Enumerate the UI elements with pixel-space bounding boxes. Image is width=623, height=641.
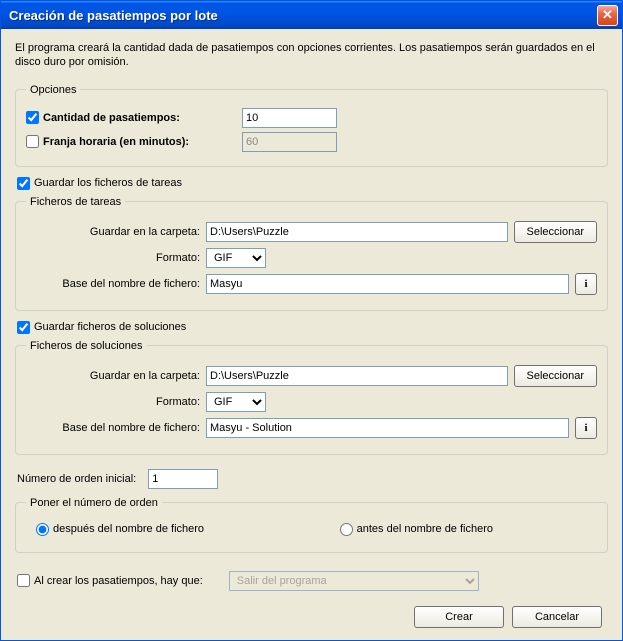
soluciones-carpeta-input[interactable] xyxy=(206,366,508,386)
tareas-carpeta-label: Guardar en la carpeta: xyxy=(26,226,206,238)
tareas-group: Ficheros de tareas Guardar en la carpeta… xyxy=(15,196,608,311)
soluciones-formato-select[interactable]: GIF xyxy=(206,392,266,412)
opciones-group: Opciones Cantidad de pasatiempos: Franja… xyxy=(15,84,608,167)
tareas-formato-label: Formato: xyxy=(26,252,206,264)
orden-inicial-input[interactable] xyxy=(148,469,218,489)
window-title: Creación de pasatiempos por lote xyxy=(9,8,597,23)
cantidad-input[interactable] xyxy=(242,108,337,128)
orden-antes-label: antes del nombre de fichero xyxy=(357,523,493,535)
titlebar: Creación de pasatiempos por lote ✕ xyxy=(1,1,622,29)
guardar-soluciones-label: Guardar ficheros de soluciones xyxy=(34,321,186,333)
close-button[interactable]: ✕ xyxy=(597,5,618,26)
soluciones-base-label: Base del nombre de fichero: xyxy=(26,422,206,434)
opciones-legend: Opciones xyxy=(26,84,80,96)
soluciones-base-input[interactable] xyxy=(206,418,569,438)
dialog-content: El programa creará la cantidad dada de p… xyxy=(1,29,622,640)
orden-legend: Poner el número de orden xyxy=(26,497,162,509)
crear-accion-label: Al crear los pasatiempos, hay que: xyxy=(34,575,203,587)
franja-input xyxy=(242,132,337,152)
soluciones-legend: Ficheros de soluciones xyxy=(26,340,147,352)
tareas-legend: Ficheros de tareas xyxy=(26,196,125,208)
tareas-base-input[interactable] xyxy=(206,274,569,294)
franja-label: Franja horaria (en minutos): xyxy=(43,136,189,148)
tareas-carpeta-input[interactable] xyxy=(206,222,508,242)
orden-despues-label: después del nombre de fichero xyxy=(53,523,204,535)
guardar-tareas-checkbox[interactable] xyxy=(17,177,30,190)
orden-inicial-label: Número de orden inicial: xyxy=(17,473,136,485)
intro-text: El programa creará la cantidad dada de p… xyxy=(15,41,608,70)
crear-accion-select: Salir del programa xyxy=(229,571,479,591)
orden-antes-radio[interactable] xyxy=(340,523,353,536)
cancelar-button[interactable]: Cancelar xyxy=(512,606,602,628)
franja-checkbox[interactable] xyxy=(26,135,39,148)
guardar-tareas-label: Guardar los ficheros de tareas xyxy=(34,177,182,189)
orden-despues-radio[interactable] xyxy=(36,523,49,536)
dialog-buttons: Crear Cancelar xyxy=(15,598,608,630)
soluciones-formato-label: Formato: xyxy=(26,396,206,408)
guardar-soluciones-checkbox[interactable] xyxy=(17,321,30,334)
soluciones-group: Ficheros de soluciones Guardar en la car… xyxy=(15,340,608,455)
dialog-window: Creación de pasatiempos por lote ✕ El pr… xyxy=(0,0,623,641)
tareas-base-label: Base del nombre de fichero: xyxy=(26,278,206,290)
soluciones-carpeta-label: Guardar en la carpeta: xyxy=(26,370,206,382)
soluciones-seleccionar-button[interactable]: Seleccionar xyxy=(514,365,597,387)
tareas-formato-select[interactable]: GIF xyxy=(206,248,266,268)
crear-accion-checkbox[interactable] xyxy=(17,574,30,587)
tareas-info-button[interactable]: i xyxy=(575,273,597,295)
orden-group: Poner el número de orden después del nom… xyxy=(15,497,608,553)
cantidad-checkbox[interactable] xyxy=(26,111,39,124)
soluciones-info-button[interactable]: i xyxy=(575,417,597,439)
tareas-seleccionar-button[interactable]: Seleccionar xyxy=(514,221,597,243)
cantidad-label: Cantidad de pasatiempos: xyxy=(43,112,180,124)
crear-button[interactable]: Crear xyxy=(414,606,504,628)
